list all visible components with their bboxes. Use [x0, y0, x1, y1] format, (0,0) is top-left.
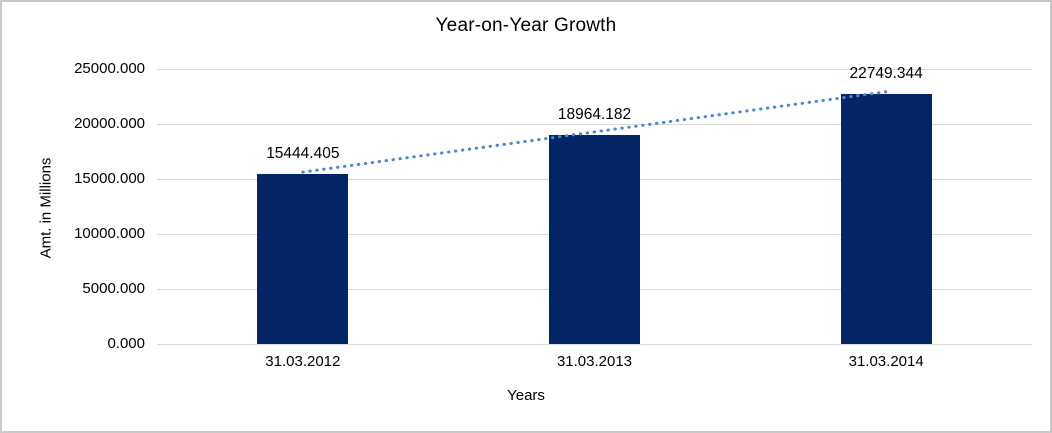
- chart-title: Year-on-Year Growth: [435, 15, 617, 36]
- y-tick-label: 5000.000: [82, 280, 145, 297]
- data-label: 15444.405: [266, 145, 340, 163]
- gridline: [157, 343, 1032, 345]
- x-tick-label: 31.03.2012: [265, 353, 341, 370]
- bar-31.03.2013: [549, 135, 640, 344]
- x-tick-label: 31.03.2013: [556, 353, 633, 370]
- y-tick-label: 20000.000: [74, 115, 145, 132]
- gridline: [157, 68, 1032, 70]
- y-tick-label: 10000.000: [74, 225, 145, 242]
- bar-31.03.2012: [257, 174, 349, 344]
- x-tick-label: 31.03.2014: [848, 353, 924, 370]
- data-label: 18964.182: [557, 106, 632, 124]
- y-tick-label: 15000.000: [74, 170, 145, 187]
- y-tick-label: 25000.000: [74, 60, 145, 77]
- x-axis-title: Years: [507, 387, 545, 404]
- bar-31.03.2014: [840, 93, 932, 344]
- data-label: 22749.344: [849, 64, 923, 82]
- y-tick-label: 0.000: [107, 335, 145, 352]
